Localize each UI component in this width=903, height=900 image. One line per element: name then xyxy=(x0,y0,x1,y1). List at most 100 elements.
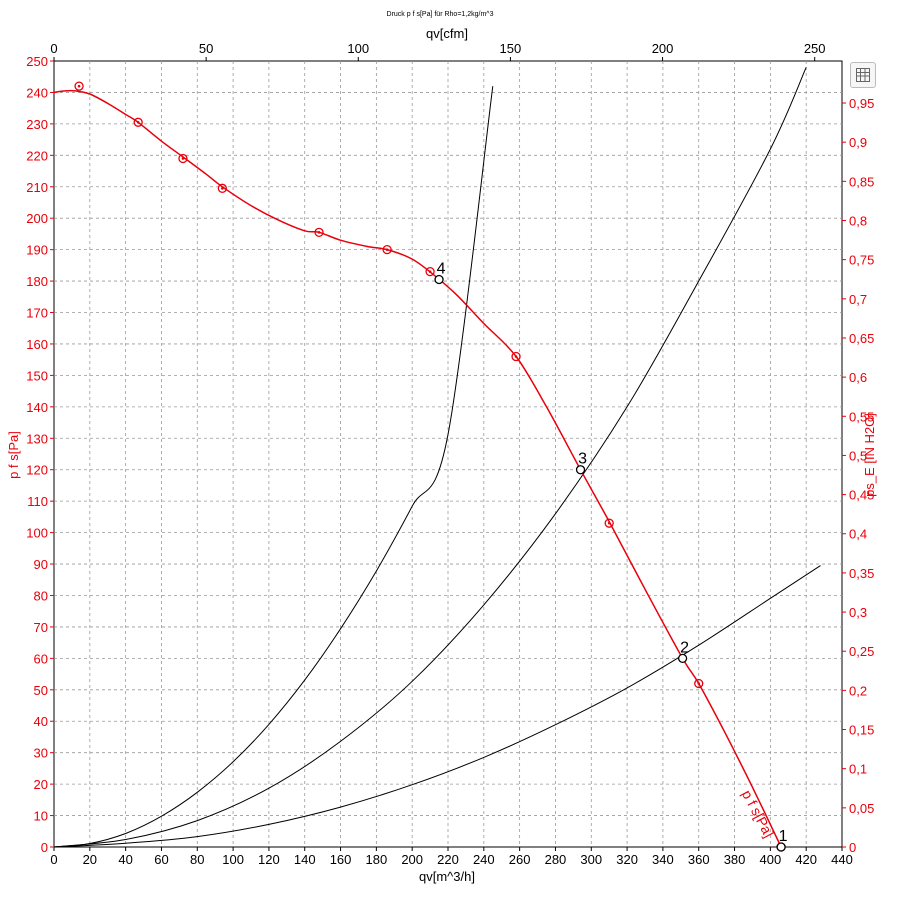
y-tick-label: 90 xyxy=(34,557,48,572)
y2-tick-label: 0 xyxy=(849,840,856,855)
x-tick-label: 360 xyxy=(688,852,710,867)
y2-tick-label: 0,65 xyxy=(849,331,874,346)
y-tick-label: 70 xyxy=(34,620,48,635)
y-tick-label: 240 xyxy=(26,85,48,100)
x-tick-label: 440 xyxy=(831,852,853,867)
x-tick-label: 340 xyxy=(652,852,674,867)
y2-tick-label: 0,05 xyxy=(849,801,874,816)
y2-tick-label: 0,9 xyxy=(849,135,867,150)
y-tick-label: 120 xyxy=(26,463,48,478)
export-grid-icon[interactable] xyxy=(850,62,876,88)
x-tick-label: 0 xyxy=(50,852,57,867)
x-tick-label: 100 xyxy=(222,852,244,867)
chart-title: Druck p f s[Pa] für Rho=1,2kg/m^3 xyxy=(387,11,494,18)
x-tick-label: 200 xyxy=(401,852,423,867)
fan-curve-marker-dot xyxy=(428,270,432,273)
fan-curve-marker xyxy=(694,678,704,689)
y-tick-label: 80 xyxy=(34,588,48,603)
fan-curve-marker xyxy=(74,81,84,91)
y-tick-label: 170 xyxy=(26,306,48,321)
y-tick-label: 60 xyxy=(34,651,48,666)
y-tick-label: 180 xyxy=(26,274,48,289)
fan-curve-marker-dot xyxy=(136,121,140,124)
fan-curve-marker xyxy=(178,153,188,164)
fan-curve-marker xyxy=(217,183,227,193)
fan-curve-marker xyxy=(314,227,324,237)
x-tick-label: 380 xyxy=(724,852,746,867)
y2-tick-label: 0,75 xyxy=(849,253,874,268)
x2-tick-label: 250 xyxy=(804,41,826,56)
x2-tick-label: 100 xyxy=(347,41,369,56)
y-tick-label: 140 xyxy=(26,400,48,415)
y-tick-label: 150 xyxy=(26,368,48,383)
y2-tick-label: 0,55 xyxy=(849,409,874,424)
y-tick-label: 200 xyxy=(26,211,48,226)
x-tick-label: 300 xyxy=(580,852,602,867)
x-tick-label: 120 xyxy=(258,852,280,867)
grid xyxy=(53,60,843,848)
y2-tick-label: 0,15 xyxy=(849,723,874,738)
x-tick-label: 160 xyxy=(330,852,352,867)
x-tick-label: 140 xyxy=(294,852,316,867)
x-tick-label: 280 xyxy=(545,852,567,867)
x-tick-label: 20 xyxy=(83,852,97,867)
operating-point-2 xyxy=(677,653,688,664)
x2-axis-label: qv[cfm] xyxy=(426,26,468,41)
fan-curve-marker xyxy=(133,117,143,127)
x-tick-label: 240 xyxy=(473,852,495,867)
operating-point-label-3: 3 xyxy=(578,451,587,468)
fan-curve-marker-dot xyxy=(181,157,185,160)
y2-tick-label: 0,85 xyxy=(849,174,874,189)
y-tick-label: 160 xyxy=(26,337,48,352)
y2-tick-label: 0,6 xyxy=(849,370,867,385)
y-tick-label: 10 xyxy=(34,809,48,824)
y2-tick-label: 0,7 xyxy=(849,292,867,307)
system-curve-2 xyxy=(53,67,807,848)
x-tick-label: 320 xyxy=(616,852,638,867)
x2-tick-label: 150 xyxy=(500,41,522,56)
operating-points: 1 2 3 4 xyxy=(434,261,788,852)
curves xyxy=(53,67,821,852)
y-tick-label: 100 xyxy=(26,526,48,541)
y-tick-label: 0 xyxy=(41,840,48,855)
x-tick-label: 220 xyxy=(437,852,459,867)
y-tick-label: 210 xyxy=(26,180,48,195)
operating-point-label-4: 4 xyxy=(437,261,446,278)
x2-tick-label: 0 xyxy=(50,41,57,56)
x-tick-label: 40 xyxy=(118,852,132,867)
y-tick-label: 40 xyxy=(34,714,48,729)
y2-tick-label: 0,3 xyxy=(849,605,867,620)
fan-curve-marker xyxy=(511,351,521,362)
y2-tick-label: 0,35 xyxy=(849,566,874,581)
y2-tick-label: 0,8 xyxy=(849,213,867,228)
y2-axis-label: ps_E [IN H2O] xyxy=(862,413,877,497)
curve-annotation: p f s[Pa] xyxy=(739,787,777,840)
y-tick-label: 130 xyxy=(26,431,48,446)
fan-curve-marker-dot xyxy=(221,187,224,190)
fan-curve-marker-dot xyxy=(385,248,389,251)
fan-curve-marker xyxy=(604,518,614,528)
x2-tick-label: 200 xyxy=(652,41,674,56)
y-tick-label: 220 xyxy=(26,148,48,163)
x-tick-label: 80 xyxy=(190,852,204,867)
operating-point-label-1: 1 xyxy=(779,828,788,845)
operating-point-4 xyxy=(434,274,444,285)
annotations: p f s[Pa] xyxy=(739,787,777,840)
y-axis-label: p f s[Pa] xyxy=(6,431,21,479)
x-tick-label: 180 xyxy=(366,852,388,867)
x-tick-label: 260 xyxy=(509,852,531,867)
fan-curve-marker-dot xyxy=(607,521,611,525)
y-tick-label: 50 xyxy=(34,683,48,698)
x-tick-label: 420 xyxy=(795,852,817,867)
y2-tick-label: 0,1 xyxy=(849,762,867,777)
y-tick-label: 230 xyxy=(26,117,48,132)
y2-tick-label: 0,45 xyxy=(849,488,874,503)
operating-point-label-2: 2 xyxy=(680,639,689,656)
y-tick-label: 110 xyxy=(27,494,48,509)
y-tick-label: 30 xyxy=(34,746,48,761)
y2-tick-label: 0,2 xyxy=(849,683,867,698)
system-curve-1 xyxy=(53,86,494,848)
fan-curve-marker-dot xyxy=(317,231,321,234)
y-tick-label: 20 xyxy=(34,777,48,792)
x-tick-label: 400 xyxy=(760,852,782,867)
